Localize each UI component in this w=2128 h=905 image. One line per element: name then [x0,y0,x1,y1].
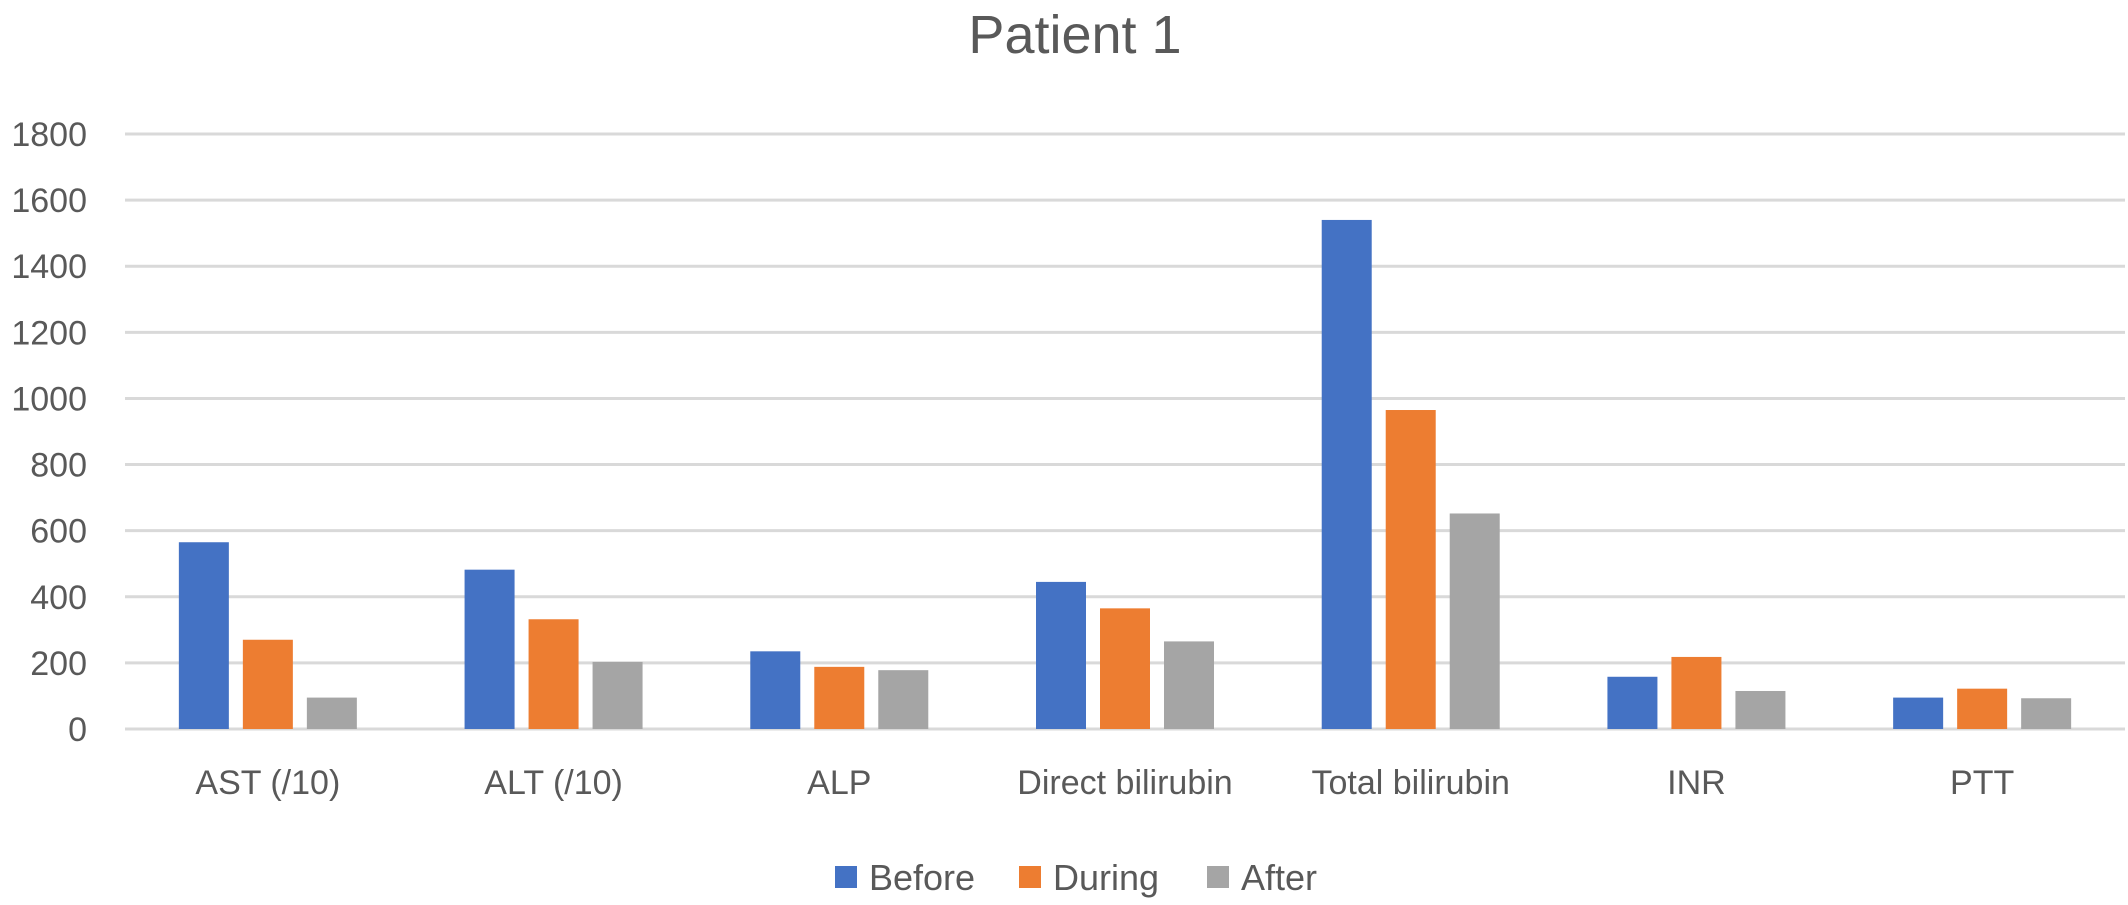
y-tick-label: 1200 [11,314,87,352]
bar-before-4 [1321,219,1372,729]
bar-after-4 [1449,513,1500,729]
legend-swatch-before [835,866,857,888]
bar-before-1 [464,569,515,729]
legend-label-during: During [1053,857,1159,898]
chart-title: Patient 1 [968,5,1181,65]
bar-before-6 [1893,697,1944,729]
bar-before-5 [1607,676,1658,729]
x-axis-categories: AST (/10) ALT (/10) ALP Direct bilirubin Tot… [195,764,2014,802]
bar-before-2 [750,651,801,729]
x-category-label: PTT [1950,764,2014,802]
y-tick-label: 1000 [11,380,87,418]
bar-before-3 [1036,581,1086,729]
y-tick-label: 0 [68,711,87,749]
bar-after-3 [1164,641,1214,729]
y-tick-label: 800 [30,447,87,485]
bar-during-1 [528,619,579,729]
bar-before-0 [178,542,229,729]
y-tick-label: 600 [30,513,87,551]
y-tick-label: 1800 [11,116,87,154]
bar-after-0 [306,697,357,729]
x-category-label: AST (/10) [195,764,340,802]
bar-after-2 [878,670,929,729]
bar-after-5 [1735,690,1786,729]
legend-swatch-during [1019,866,1041,888]
x-category-label: Direct bilirubin [1017,764,1232,802]
bar-during-6 [1957,688,2008,729]
x-category-label: INR [1667,764,1726,802]
x-category-label: ALT (/10) [484,764,623,802]
legend-label-before: Before [869,857,975,898]
x-category-label: Total bilirubin [1311,764,1509,802]
y-tick-label: 200 [30,645,87,683]
bar-during-3 [1100,608,1150,729]
y-axis-ticks: 0 200 400 600 800 1000 1200 1400 1600 1800 [11,116,87,749]
bars [178,219,2072,729]
bar-after-6 [2021,698,2072,729]
bar-during-5 [1671,656,1722,729]
legend-label-after: After [1241,857,1317,898]
y-tick-label: 1600 [11,182,87,220]
bar-during-2 [814,666,865,729]
x-category-label: ALP [807,764,871,802]
bar-after-1 [592,661,643,729]
bar-during-4 [1385,410,1436,729]
legend: Before During After [835,857,1317,898]
y-tick-label: 400 [30,579,87,617]
y-tick-label: 1400 [11,248,87,286]
bar-during-0 [242,639,293,729]
gridlines [125,132,2125,731]
legend-swatch-after [1207,866,1229,888]
